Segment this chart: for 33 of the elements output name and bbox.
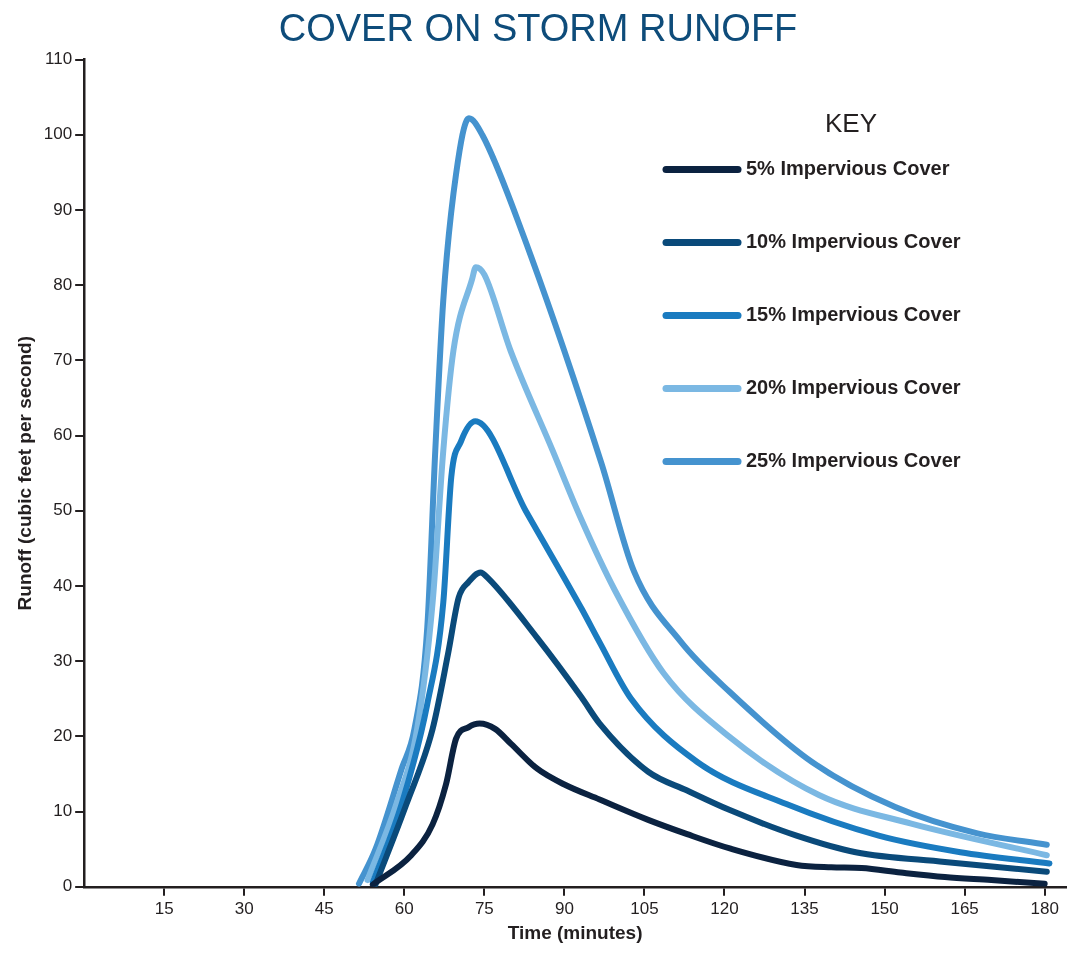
y-tick-label: 10 (53, 801, 73, 821)
legend-label: 5% Impervious Cover (746, 157, 950, 180)
y-tick-label: 0 (62, 876, 73, 896)
y-tick-label: 20 (53, 726, 73, 746)
legend-label: 20% Impervious Cover (746, 376, 961, 399)
y-tick-label: 100 (43, 124, 73, 144)
x-tick-label: 30 (234, 898, 254, 918)
y-tick-label: 90 (53, 199, 73, 219)
y-tick-label: 50 (53, 500, 73, 520)
legend-label: 25% Impervious Cover (746, 449, 961, 472)
chart-title: COVER ON STORM RUNOFF (278, 7, 798, 50)
x-tick-label: 75 (474, 898, 494, 918)
legend-title: KEY (824, 107, 878, 138)
x-tick-label: 15 (154, 898, 174, 918)
x-tick-label: 90 (554, 898, 574, 918)
x-tick-label: 180 (1030, 898, 1059, 918)
y-axis-title: Runoff (cubic feet per second) (13, 335, 35, 611)
y-tick-label: 30 (53, 650, 73, 670)
x-tick-label: 135 (790, 898, 819, 918)
legend-label: 10% Impervious Cover (746, 230, 961, 253)
x-tick-label: 60 (394, 898, 414, 918)
x-axis-title: Time (minutes) (507, 921, 643, 943)
legend-label: 15% Impervious Cover (746, 303, 961, 326)
x-tick-label: 105 (630, 898, 659, 918)
x-tick-label: 120 (710, 898, 739, 918)
y-tick-label: 60 (53, 425, 73, 445)
y-tick-label: 80 (53, 274, 73, 294)
x-tick-label: 165 (950, 898, 979, 918)
x-tick-label: 45 (314, 898, 334, 918)
y-tick-label: 110 (45, 49, 73, 69)
y-tick-label: 40 (53, 575, 73, 595)
y-tick-label: 70 (53, 350, 73, 370)
x-tick-label: 150 (870, 898, 899, 918)
